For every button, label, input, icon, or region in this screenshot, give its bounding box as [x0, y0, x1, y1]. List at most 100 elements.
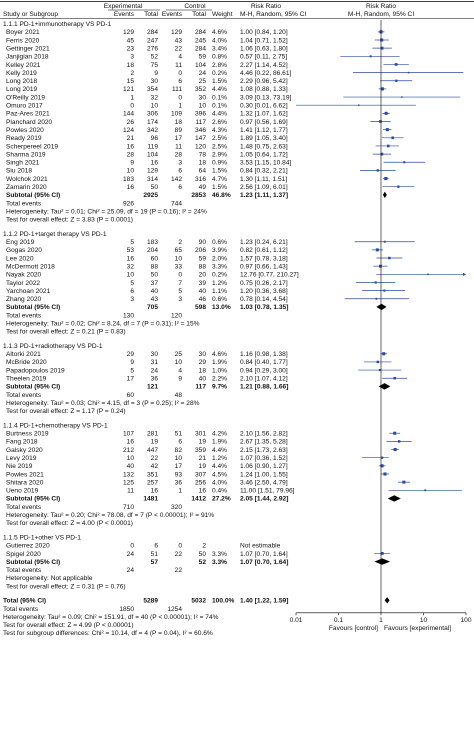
study-point-marker — [380, 38, 384, 42]
study-ci-text: Not estimable — [240, 543, 281, 550]
study-name: Ready 2019 — [6, 135, 42, 142]
header-ctl-events: Events — [162, 11, 183, 18]
study-ci-text: 3.53 [1.15, 10.84] — [240, 160, 291, 167]
study-exp-events: 0 — [130, 103, 134, 110]
total-diamond — [384, 597, 390, 604]
study-exp-events: 124 — [123, 127, 134, 134]
study-ctl-events: 0 — [178, 94, 182, 101]
study-exp-events: 125 — [123, 479, 134, 486]
study-point-marker — [376, 360, 380, 364]
study-ctl-events: 33 — [175, 263, 183, 270]
study-name: Boyer 2021 — [6, 29, 40, 36]
study-exp-events: 9 — [130, 160, 134, 167]
study-exp-events: 183 — [123, 176, 134, 183]
subtotal-exp-total: 1481 — [143, 496, 158, 503]
study-point-marker — [393, 431, 397, 435]
total-events-ctl: 22 — [175, 567, 183, 574]
study-point-marker — [380, 464, 384, 468]
study-ci-text: 1.07 [0.36, 1.52] — [240, 455, 288, 462]
study-name: Levy 2019 — [6, 455, 37, 462]
study-ctl-events: 43 — [175, 37, 183, 44]
study-ctl-total: 59 — [199, 54, 207, 61]
subtotal-label: Subtotal (95% CI) — [6, 559, 60, 566]
study-ctl-events: 51 — [175, 431, 183, 438]
header-weight: Weight — [212, 11, 233, 18]
study-ci-text: 0.94 [0.29, 3.00] — [240, 367, 288, 374]
study-ctl-total: 88 — [199, 263, 207, 270]
study-ctl-events: 3 — [178, 296, 182, 303]
study-weight: 4.6% — [212, 351, 227, 358]
heterogeneity-text: Heterogeneity: Tau² = 0.03; Chi² = 4.15,… — [6, 400, 200, 407]
study-ctl-total: 147 — [195, 135, 206, 142]
x-axis-tick-label: 100 — [460, 617, 471, 624]
subgroup-title: 1.1.5 PD-1+other VS PD-1 — [3, 534, 81, 541]
study-point-marker — [401, 96, 403, 98]
study-ctl-total: 245 — [195, 37, 206, 44]
study-name: Long 2018 — [6, 78, 38, 85]
study-exp-events: 21 — [127, 135, 135, 142]
study-exp-total: 354 — [147, 86, 158, 93]
study-ci-text: 3.46 [2.50, 4.79] — [240, 479, 288, 486]
study-weight: 4.0% — [212, 37, 227, 44]
study-ci-text: 2.15 [1.73, 2.63] — [240, 447, 288, 454]
study-exp-events: 121 — [123, 86, 134, 93]
study-ctl-events: 93 — [175, 471, 183, 478]
subtotal-weight: 9.7% — [212, 384, 227, 391]
study-ctl-events: 6 — [178, 184, 182, 191]
study-ctl-total: 352 — [195, 86, 206, 93]
study-ctl-events: 129 — [171, 29, 182, 36]
header-risk-ratio-left: Risk Ratio — [251, 3, 281, 10]
study-exp-events: 45 — [127, 37, 135, 44]
subtotal-weight: 13.0% — [212, 304, 231, 311]
study-exp-total: 22 — [151, 455, 159, 462]
grand-overall-effect-text: Test for overall effect: Z = 4.99 (P < 0… — [3, 622, 134, 629]
header-experimental: Experimental — [104, 3, 143, 10]
total-events-exp: 710 — [123, 504, 134, 511]
total-events-label: Total events — [6, 200, 42, 207]
study-name: Nayak 2020 — [6, 272, 42, 279]
study-ci-text: 1.08 [0.88, 1.33] — [240, 86, 288, 93]
study-ci-text: 1.16 [0.98, 1.38] — [240, 351, 288, 358]
study-ctl-total: 301 — [195, 431, 206, 438]
study-name: Gogas 2020 — [6, 247, 42, 254]
study-exp-events: 3 — [130, 54, 134, 61]
study-exp-total: 42 — [151, 463, 159, 470]
study-name: Zamarin 2020 — [6, 184, 47, 191]
study-name: Nie 2019 — [6, 463, 33, 470]
study-name: Eng 2019 — [6, 239, 35, 246]
study-ci-text: 1.07 [0.70, 1.64] — [240, 551, 288, 558]
study-exp-events: 23 — [127, 45, 135, 52]
study-name: Ueno 2019 — [6, 488, 39, 495]
study-weight: 0.2% — [212, 272, 227, 279]
study-name: Fang 2018 — [6, 439, 38, 446]
study-ctl-total: 16 — [199, 488, 207, 495]
study-point-marker — [388, 256, 391, 260]
study-exp-events: 24 — [127, 551, 135, 558]
study-ci-text: 0.84 [0.32, 2.21] — [240, 168, 288, 175]
subtotal-ci-text: 1.07 [0.70, 1.64] — [240, 559, 288, 566]
study-ctl-events: 36 — [175, 479, 183, 486]
heterogeneity-text: Heterogeneity: Not applicable — [6, 575, 93, 582]
study-weight: 3.3% — [212, 263, 227, 270]
study-name: Spigel 2020 — [6, 551, 41, 558]
x-axis-tick-label: 0.01 — [290, 617, 303, 624]
study-ctl-total: 18 — [199, 160, 207, 167]
study-exp-events: 132 — [123, 471, 134, 478]
subtotal-weight: 27.2% — [212, 496, 231, 503]
study-name: Galsky 2020 — [6, 447, 43, 454]
study-ctl-events: 0 — [178, 70, 182, 77]
study-name: Kelly 2019 — [6, 70, 37, 77]
study-ci-text: 1.05 [0.64, 1.72] — [240, 151, 288, 158]
study-ctl-total: 346 — [195, 127, 206, 134]
study-ctl-events: 25 — [175, 351, 183, 358]
subtotal-diamond — [387, 495, 401, 502]
study-weight: 1.9% — [212, 439, 227, 446]
study-ci-text: 12.76 [0.77, 210.27] — [240, 272, 299, 279]
total-events-ctl: 48 — [175, 392, 183, 399]
subtotal-weight: 46.8% — [212, 192, 231, 199]
study-ctl-total: 18 — [199, 367, 207, 374]
study-exp-total: 37 — [151, 280, 159, 287]
study-name: Zhang 2020 — [6, 296, 42, 303]
study-weight: 0.6% — [212, 296, 227, 303]
